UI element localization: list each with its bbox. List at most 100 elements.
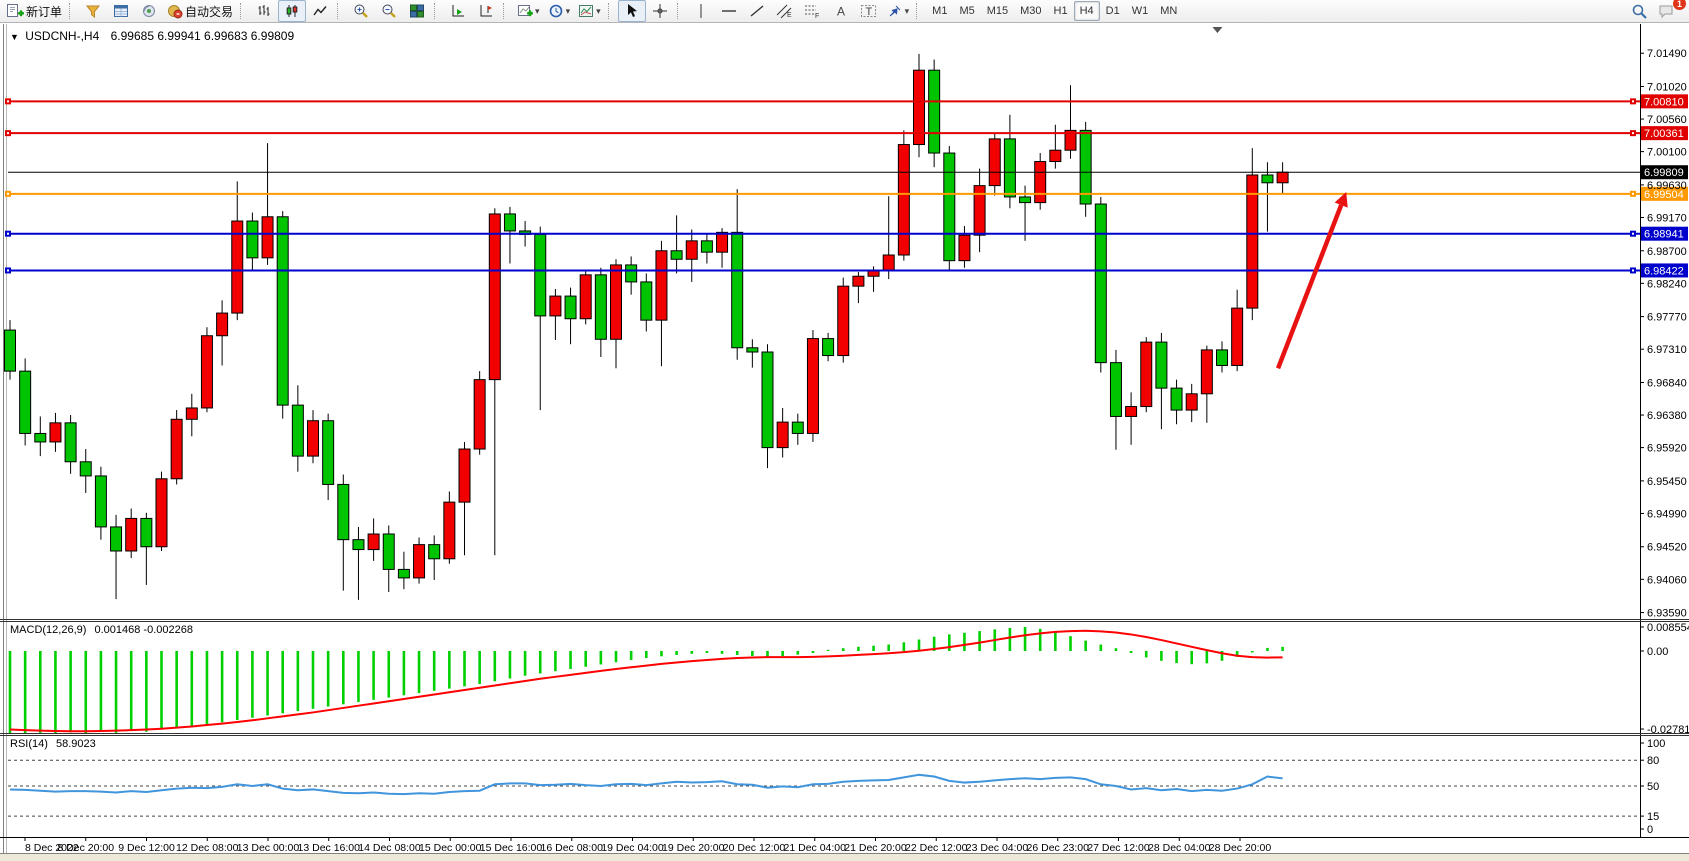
- candle-bull: [231, 220, 244, 314]
- auto-scroll-button[interactable]: [444, 0, 472, 22]
- arrows-icon: [887, 3, 903, 19]
- rsi-panel[interactable]: [8, 759, 1640, 817]
- new-order-button[interactable]: 新订单: [2, 0, 66, 22]
- candle-bear: [4, 329, 16, 372]
- metaeditor-button[interactable]: [79, 0, 107, 22]
- timeframe-M15[interactable]: M15: [986, 5, 1009, 17]
- svg-text:E: E: [787, 12, 792, 19]
- date-axis-label: 13 Dec 16:00: [298, 842, 361, 854]
- auto-trading-button[interactable]: 自动交易: [163, 0, 237, 22]
- timeframe-MN[interactable]: MN: [1160, 5, 1178, 17]
- trendline-tool-button[interactable]: [743, 0, 771, 22]
- candlestick-chart-icon: [284, 3, 300, 19]
- candle-bear: [291, 404, 304, 457]
- candle-bull: [988, 138, 1001, 187]
- toolbar-grip: [69, 3, 76, 19]
- date-axis-label: 12 Dec 08:00: [176, 842, 239, 854]
- horizontal-line-tool-button[interactable]: [715, 0, 743, 22]
- price-tag-label: 6.99809: [1644, 167, 1684, 179]
- candle-bull: [958, 234, 971, 262]
- arrow-annotation[interactable]: [1275, 191, 1348, 370]
- rsi-value: 58.9023: [55, 738, 96, 750]
- candle-bull: [1231, 307, 1244, 366]
- add-indicator-button[interactable]: ▾: [513, 0, 544, 22]
- candle-bull: [897, 144, 910, 256]
- candle-bear: [246, 220, 259, 259]
- candle-bear: [1216, 349, 1228, 366]
- zoom-out-button[interactable]: [375, 0, 403, 22]
- zoom-in-button[interactable]: [347, 0, 375, 22]
- notifications-button[interactable]: 1: [1653, 0, 1686, 22]
- timeframe-D1[interactable]: D1: [1105, 5, 1120, 17]
- candle-bear: [731, 231, 744, 349]
- candle-bull: [1246, 174, 1259, 309]
- candle-bear: [34, 432, 47, 443]
- candle-bull: [913, 69, 925, 146]
- text-label-tool-button[interactable]: T: [855, 0, 883, 22]
- candle-bull: [655, 250, 668, 321]
- periods-button[interactable]: ▾: [544, 0, 575, 22]
- svg-text:F: F: [815, 13, 819, 19]
- candle-bear: [1170, 387, 1183, 411]
- price-tag: [1641, 165, 1688, 180]
- candle-bear: [1109, 362, 1122, 417]
- timeframe-M30[interactable]: M30: [1020, 5, 1042, 17]
- vertical-line-tool-button[interactable]: [687, 0, 715, 22]
- macd-panel[interactable]: [8, 627, 1284, 733]
- search-button[interactable]: [1625, 0, 1653, 22]
- rsi-axis-tick: 100: [1647, 738, 1665, 750]
- timeframe-W1[interactable]: W1: [1131, 5, 1149, 17]
- candle-bull: [170, 418, 183, 480]
- signals-button[interactable]: [135, 0, 163, 22]
- date-axis-label: 23 Dec 04:00: [966, 842, 1029, 854]
- price-axis-tick: 7.01020: [1647, 81, 1687, 93]
- candle-bull: [307, 420, 319, 457]
- macd-name: MACD(12,26,9): [10, 624, 87, 636]
- candle-bear: [534, 233, 547, 317]
- chart-title[interactable]: ▼ USDCNH-,H4 6.99685 6.99941 6.99683 6.9…: [10, 29, 294, 43]
- cursor-tool-button[interactable]: [617, 0, 646, 22]
- tile-windows-button[interactable]: [403, 0, 431, 22]
- candle-bear: [822, 338, 835, 357]
- line-chart-button[interactable]: [306, 0, 334, 22]
- crosshair-tool-button[interactable]: [646, 0, 674, 22]
- market-watch-button[interactable]: [107, 0, 135, 22]
- arrows-tool-button[interactable]: ▾: [883, 0, 914, 22]
- panel-separators[interactable]: [0, 619, 1689, 838]
- timeframe-H4[interactable]: H4: [1073, 1, 1100, 21]
- rsi-axis-tick: 80: [1647, 755, 1659, 767]
- fibonacci-tool-button[interactable]: F: [799, 0, 827, 22]
- candle-bear: [428, 544, 441, 560]
- timeframe-M1[interactable]: M1: [932, 5, 948, 17]
- templates-button[interactable]: ▾: [574, 0, 605, 22]
- chart-shift-marker[interactable]: [1212, 27, 1223, 33]
- price-axis-tick: 6.99170: [1647, 212, 1687, 224]
- new-order-label: 新订单: [26, 4, 63, 19]
- candlestick-chart-button[interactable]: [278, 0, 307, 22]
- price-axis-tick: 6.95450: [1647, 476, 1687, 488]
- macd-signal-line: [9, 629, 1283, 733]
- macd-values: 0.001468 -0.002268: [94, 624, 193, 636]
- candle-bear: [110, 526, 123, 552]
- level-lines[interactable]: 7.00810 7.00361 6.99809 6.99504 6.98941 6.984…: [5, 94, 1688, 278]
- timeframe-M5[interactable]: M5: [959, 5, 975, 17]
- periods-clock-icon: [548, 3, 564, 19]
- chart-shift-button[interactable]: [472, 0, 500, 22]
- price-axis[interactable]: 7.01490 7.01020 7.00560 7.00100 6.99630 6.991…: [1640, 24, 1689, 837]
- candle-bear: [943, 152, 956, 262]
- chevron-down-icon: ▾: [565, 5, 571, 16]
- equidistant-channel-tool-button[interactable]: E: [771, 0, 799, 22]
- price-axis-tick: 6.94060: [1647, 574, 1687, 586]
- text-tool-button[interactable]: A: [827, 0, 855, 22]
- chevron-down-icon: ▾: [535, 5, 540, 16]
- chart-shift-icon: [478, 3, 494, 19]
- bar-chart-button[interactable]: [250, 0, 278, 22]
- equidistant-channel-icon: E: [776, 3, 793, 19]
- candle-bear: [352, 539, 365, 551]
- timeframe-H1[interactable]: H1: [1053, 5, 1068, 17]
- templates-icon: [578, 3, 594, 19]
- timeframe-group: M1 M5 M15 M30 H1 H4 D1 W1 MN: [926, 1, 1183, 21]
- candle-bear: [64, 422, 77, 463]
